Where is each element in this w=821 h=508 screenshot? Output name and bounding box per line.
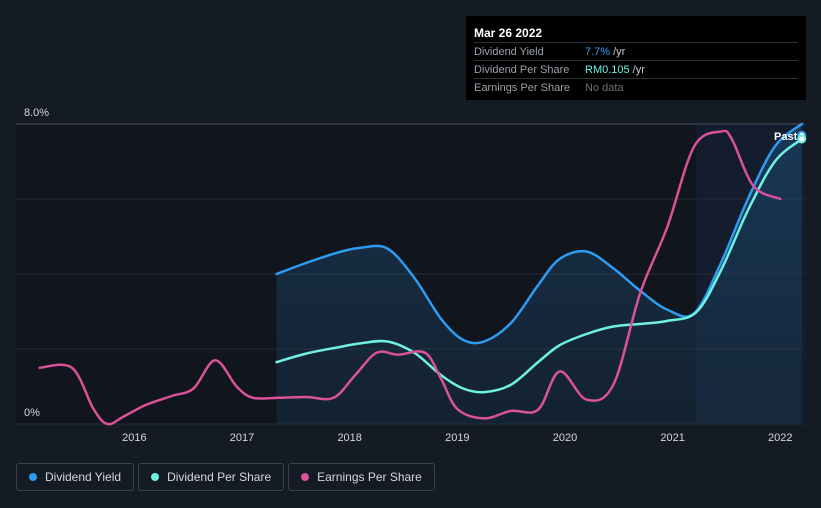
tooltip-panel: Mar 26 2022 Dividend Yield 7.7% /yr Divi…: [466, 16, 806, 100]
tooltip-row-dividend-per-share: Dividend Per Share RM0.105 /yr: [474, 60, 798, 78]
x-tick-label: 2019: [445, 432, 469, 444]
legend: Dividend Yield Dividend Per Share Earnin…: [16, 463, 435, 491]
y-axis-bottom-label: 0%: [24, 407, 40, 419]
tooltip-row-dividend-yield: Dividend Yield 7.7% /yr: [474, 42, 798, 60]
tooltip-date: Mar 26 2022: [474, 26, 543, 40]
tooltip-value: 7.7%: [585, 45, 611, 58]
earnings-per-share-line: [38, 129, 782, 426]
tooltip-unit: /yr: [632, 63, 645, 76]
x-tick-label: 2017: [230, 432, 254, 444]
x-tick-label: 2016: [122, 432, 146, 444]
y-axis-top-label: 8.0%: [24, 107, 49, 119]
legend-label: Dividend Yield: [45, 470, 122, 484]
legend-dot-icon: [301, 473, 310, 481]
legend-item-earnings-per-share[interactable]: Earnings Per Share: [288, 463, 435, 491]
tooltip-label: Dividend Yield: [474, 45, 544, 58]
tooltip-label: Dividend Per Share: [474, 63, 570, 76]
tooltip-value: No data: [585, 81, 624, 94]
x-tick-label: 2020: [553, 432, 577, 444]
tooltip-row-earnings-per-share: Earnings Per Share No data: [474, 78, 798, 96]
x-tick-label: 2018: [337, 432, 361, 444]
x-axis-ticks: 2016 2017 2018 2019 2020 2021 2022: [122, 432, 792, 444]
dividend-yield-line: [275, 122, 804, 345]
legend-label: Earnings Per Share: [317, 470, 422, 484]
legend-item-dividend-yield[interactable]: Dividend Yield: [16, 463, 135, 491]
hover-marker-dividend-per-share: [797, 134, 807, 144]
tooltip-unit: /yr: [613, 45, 626, 58]
tooltip-value: RM0.105: [585, 63, 630, 76]
x-tick-label: 2021: [660, 432, 684, 444]
legend-label: Dividend Per Share: [167, 470, 272, 484]
past-label: Past: [774, 131, 798, 143]
legend-dot-icon: [29, 473, 37, 481]
dividend-per-share-line: [275, 137, 804, 394]
tooltip-label: Earnings Per Share: [474, 81, 570, 94]
legend-dot-icon: [151, 473, 160, 481]
series-lines: [38, 122, 804, 426]
legend-item-dividend-per-share[interactable]: Dividend Per Share: [138, 463, 285, 491]
x-tick-label: 2022: [768, 432, 792, 444]
